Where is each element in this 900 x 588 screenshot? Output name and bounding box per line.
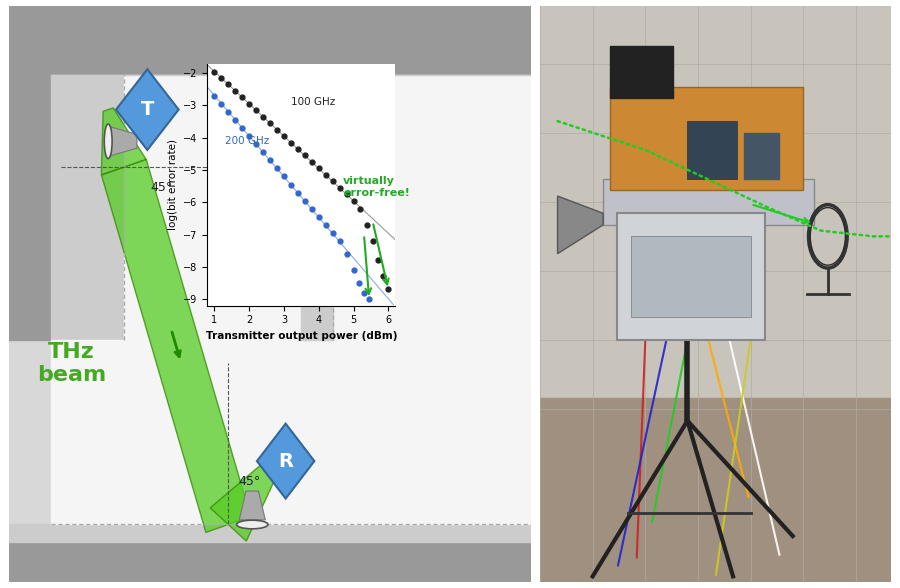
Bar bbox=[50, 75, 124, 340]
Text: 100 GHz: 100 GHz bbox=[291, 98, 335, 108]
Polygon shape bbox=[257, 423, 314, 499]
Polygon shape bbox=[102, 108, 147, 175]
Bar bbox=[302, 75, 333, 340]
Bar bbox=[9, 6, 124, 340]
Ellipse shape bbox=[237, 520, 268, 529]
Bar bbox=[617, 213, 765, 340]
Bar bbox=[124, 75, 531, 340]
Text: 45°: 45° bbox=[150, 181, 172, 194]
Bar bbox=[9, 524, 531, 542]
Text: 200 GHz: 200 GHz bbox=[225, 136, 269, 146]
Text: 45°: 45° bbox=[238, 475, 261, 488]
Bar bbox=[9, 6, 531, 75]
Bar bbox=[50, 340, 531, 524]
Text: R: R bbox=[278, 452, 293, 470]
Text: T: T bbox=[140, 100, 154, 119]
Bar bbox=[610, 86, 803, 191]
Bar bbox=[540, 397, 891, 582]
Bar bbox=[688, 121, 736, 179]
Bar bbox=[540, 6, 891, 409]
Y-axis label: log(bit error rate): log(bit error rate) bbox=[167, 139, 177, 230]
Polygon shape bbox=[211, 452, 284, 541]
Bar bbox=[603, 179, 814, 225]
Bar bbox=[610, 46, 673, 98]
Bar bbox=[743, 133, 778, 179]
Bar bbox=[9, 542, 531, 582]
Polygon shape bbox=[239, 491, 266, 520]
Polygon shape bbox=[102, 159, 250, 533]
Polygon shape bbox=[557, 196, 603, 253]
Bar bbox=[302, 75, 531, 340]
Text: THz
beam: THz beam bbox=[37, 342, 106, 385]
Text: virtually
error-free!: virtually error-free! bbox=[343, 176, 410, 198]
X-axis label: Transmitter output power (dBm): Transmitter output power (dBm) bbox=[205, 331, 397, 341]
Polygon shape bbox=[111, 127, 137, 156]
Polygon shape bbox=[116, 69, 178, 150]
Bar bbox=[631, 236, 751, 317]
Ellipse shape bbox=[104, 124, 112, 159]
